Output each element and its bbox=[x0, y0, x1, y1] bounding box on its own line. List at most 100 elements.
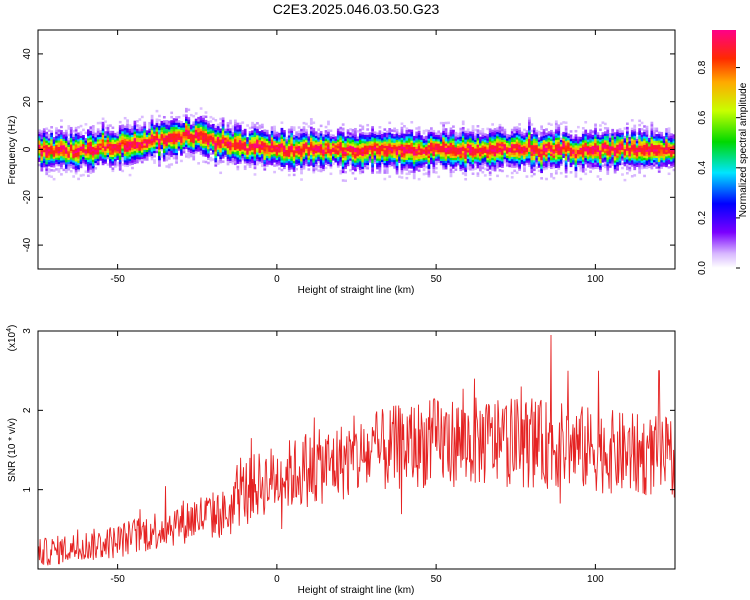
spectrogram-cell bbox=[447, 153, 450, 157]
spectrogram-cell bbox=[224, 145, 227, 149]
spectrogram-cell bbox=[126, 155, 129, 159]
spectrogram-cell bbox=[89, 143, 93, 147]
spectrogram-cell bbox=[106, 139, 110, 143]
spectrogram-cell bbox=[608, 158, 612, 162]
spectrogram-cell bbox=[231, 129, 235, 133]
spectrogram-cell bbox=[623, 137, 627, 141]
spectrogram-cell bbox=[545, 141, 548, 144]
spectrogram-cell bbox=[309, 133, 313, 136]
spectrogram-cell bbox=[554, 129, 558, 132]
spectrogram-cell bbox=[238, 161, 242, 164]
spectrogram-cell bbox=[528, 140, 531, 144]
spectrogram-cell bbox=[491, 155, 494, 158]
spectrogram-cell bbox=[459, 155, 463, 159]
spectrogram-cell bbox=[199, 122, 203, 125]
spectrogram-cell bbox=[185, 137, 188, 141]
spectrogram-cell bbox=[273, 164, 276, 167]
spectrogram-cell bbox=[91, 152, 95, 156]
spectrogram-cell bbox=[589, 131, 592, 135]
spectrogram-cell bbox=[532, 157, 536, 161]
spectrogram-cell bbox=[160, 155, 164, 158]
spectrogram-cell bbox=[523, 165, 526, 168]
spectrogram-cell bbox=[268, 149, 272, 152]
spectrogram-cell bbox=[123, 147, 127, 150]
spectrogram-cell bbox=[395, 148, 399, 151]
spectrogram-cell bbox=[486, 144, 490, 148]
spectrogram-cell bbox=[425, 152, 428, 156]
spectrogram-cell bbox=[111, 160, 115, 164]
spectrogram-cell bbox=[430, 159, 433, 162]
spectrogram-cell bbox=[430, 142, 433, 145]
spectrogram-cell bbox=[170, 148, 174, 151]
spectrogram-cell bbox=[442, 124, 445, 127]
spectrogram-cell bbox=[111, 132, 115, 136]
spectrogram-cell bbox=[461, 150, 465, 154]
spectrogram-cell bbox=[452, 125, 455, 128]
spectrogram-cell bbox=[341, 170, 345, 174]
spectrogram-cell bbox=[265, 147, 269, 150]
spectrogram-cell bbox=[273, 157, 276, 161]
spectrogram-cell bbox=[464, 143, 468, 147]
spectrogram-cell bbox=[611, 143, 615, 147]
spectrogram-cell bbox=[42, 128, 46, 131]
spectrogram-cell bbox=[596, 158, 600, 161]
spectrogram-cell bbox=[618, 145, 622, 148]
spectrogram-cell bbox=[160, 146, 164, 150]
spectrogram-cell bbox=[57, 133, 61, 137]
spectrogram-cell bbox=[145, 153, 149, 157]
spectrogram-cell bbox=[253, 153, 257, 157]
spectrogram-cell bbox=[621, 132, 624, 135]
spectrogram-cell bbox=[518, 131, 521, 135]
spectrogram-cell bbox=[172, 120, 176, 123]
spectrogram-cell bbox=[390, 144, 394, 147]
spectrogram-cell bbox=[550, 162, 553, 165]
spectrogram-cell bbox=[591, 136, 595, 140]
spectrogram-cell bbox=[280, 151, 284, 155]
spectrogram-cell bbox=[611, 163, 615, 166]
spectrogram-cell bbox=[584, 172, 588, 176]
spectrogram-cell bbox=[182, 144, 186, 147]
spectrogram-cell bbox=[319, 139, 323, 143]
spectrogram-cell bbox=[172, 148, 176, 151]
spectrogram-cell bbox=[94, 160, 98, 164]
spectrogram-cell bbox=[121, 156, 125, 160]
spectrogram-cell bbox=[155, 120, 159, 124]
spectrogram-cell bbox=[128, 143, 132, 147]
spectrogram-cell bbox=[581, 148, 585, 152]
spectrogram-cell bbox=[618, 149, 622, 153]
spectrogram-cell bbox=[407, 135, 411, 139]
spectrogram-cell bbox=[501, 135, 504, 138]
spectrogram-cell bbox=[515, 134, 519, 138]
spectrogram-cell bbox=[532, 149, 536, 152]
spectrogram-cell bbox=[94, 152, 98, 155]
spectrogram-cell bbox=[287, 147, 291, 151]
spectrogram-cell bbox=[444, 128, 448, 131]
spectrogram-cell bbox=[616, 148, 619, 152]
spectrogram-cell bbox=[82, 154, 85, 157]
spectrogram-cell bbox=[569, 147, 573, 150]
spectrogram-cell bbox=[559, 141, 563, 145]
spectrogram-cell bbox=[469, 137, 472, 141]
spectrogram-cell bbox=[532, 129, 536, 133]
spectrogram-cell bbox=[589, 153, 592, 156]
spectrogram-cell bbox=[50, 141, 53, 144]
spectrogram-cell bbox=[388, 160, 392, 163]
spectrogram-cell bbox=[471, 142, 475, 145]
spectrogram-cell bbox=[650, 123, 654, 127]
spectrogram-cell bbox=[481, 145, 485, 148]
spectrogram-cell bbox=[45, 138, 49, 141]
spectrogram-cell bbox=[87, 140, 90, 143]
spectrogram-cell bbox=[358, 152, 362, 155]
spectrogram-cell bbox=[307, 125, 311, 128]
spectrogram-cell bbox=[145, 156, 149, 159]
spectrogram-cell bbox=[207, 140, 210, 143]
spectrogram-cell bbox=[332, 145, 335, 148]
spectrogram-cell bbox=[187, 134, 191, 137]
spectrogram-cell bbox=[138, 126, 142, 130]
spectrogram-cell bbox=[251, 149, 254, 153]
spectrogram-cell bbox=[258, 156, 262, 160]
spectrogram-cell bbox=[96, 156, 100, 159]
spectrogram-cell bbox=[162, 143, 166, 147]
spectrogram-cell bbox=[319, 137, 323, 141]
spectrogram-cell bbox=[643, 157, 646, 160]
